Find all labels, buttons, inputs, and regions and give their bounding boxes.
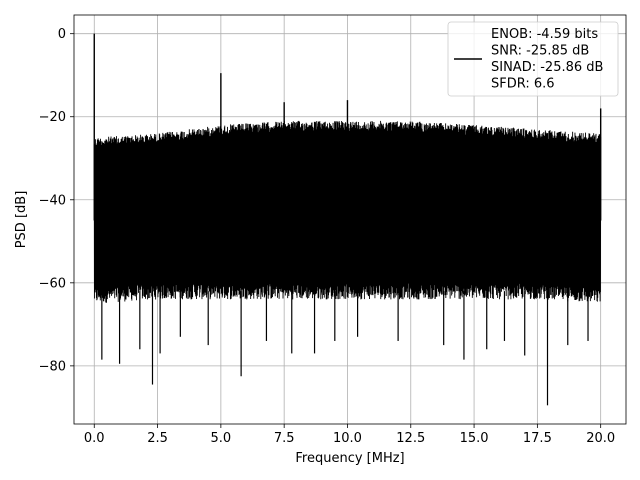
- plot-frame: [73, 14, 627, 425]
- x-tick-label: 10.0: [333, 431, 362, 446]
- y-tick-label: −40: [39, 193, 66, 208]
- legend-enob: ENOB: -4.59 bits: [491, 27, 598, 42]
- y-tick-label: −80: [39, 359, 66, 374]
- y-tick-label: −20: [39, 110, 66, 125]
- x-axis: 0.0 2.5 5.0 7.5 10.0 12.5 15.0 17.5 20.0: [84, 424, 615, 446]
- x-tick-label: 15.0: [460, 431, 489, 446]
- x-tick-label: 7.5: [274, 431, 295, 446]
- x-axis-label: Frequency [MHz]: [295, 451, 404, 466]
- legend: ENOB: -4.59 bits SNR: -25.85 dB SINAD: -…: [447, 21, 619, 97]
- legend-sfdr: SFDR: 6.6: [491, 77, 555, 92]
- legend-box: [447, 21, 619, 97]
- y-axis-label: PSD [dB]: [14, 191, 29, 249]
- y-tick-label: 0: [58, 27, 66, 42]
- x-tick-label: 17.5: [523, 431, 552, 446]
- x-tick-label: 20.0: [586, 431, 615, 446]
- legend-sinad: SINAD: -25.86 dB: [491, 60, 603, 75]
- y-axis: 0 −20 −40 −60 −80: [39, 27, 74, 374]
- x-tick-label: 2.5: [147, 431, 168, 446]
- x-tick-label: 5.0: [211, 431, 232, 446]
- x-tick-label: 0.0: [84, 431, 105, 446]
- y-tick-label: −60: [39, 276, 66, 291]
- x-tick-label: 12.5: [396, 431, 425, 446]
- legend-snr: SNR: -25.85 dB: [491, 44, 589, 59]
- psd-series: [93, 33, 602, 406]
